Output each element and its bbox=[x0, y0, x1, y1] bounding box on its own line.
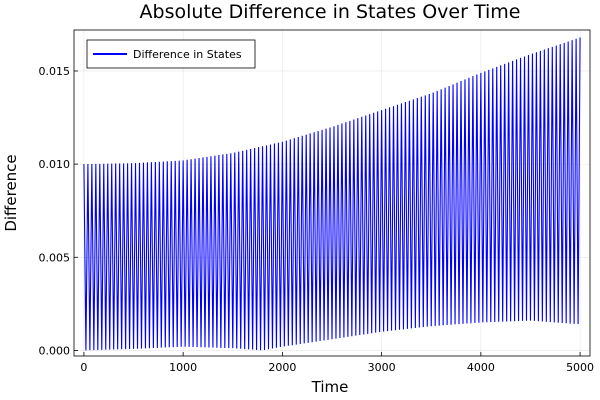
x-tick-label: 1000 bbox=[169, 361, 197, 374]
x-tick-label: 0 bbox=[80, 361, 87, 374]
chart-title: Absolute Difference in States Over Time bbox=[140, 1, 521, 23]
legend-entry-difference-in-states: Difference in States bbox=[133, 48, 242, 61]
y-tick-label: 0.015 bbox=[39, 65, 71, 78]
series-line-difference-in-states bbox=[83, 37, 581, 351]
ticks: 0 1000 2000 3000 4000 5000 0.000 0.005 0.010 0.01… bbox=[39, 65, 595, 374]
x-tick-label: 3000 bbox=[368, 361, 396, 374]
x-tick-label: 4000 bbox=[467, 361, 495, 374]
x-tick-label: 5000 bbox=[566, 361, 594, 374]
x-axis-label: Time bbox=[311, 378, 349, 396]
legend: Difference in States bbox=[86, 39, 256, 69]
y-tick-label: 0.005 bbox=[39, 251, 71, 264]
series-layer bbox=[83, 37, 581, 351]
plot-frame bbox=[73, 29, 591, 357]
x-tick-label: 2000 bbox=[268, 361, 296, 374]
y-tick-label: 0.010 bbox=[39, 158, 71, 171]
y-tick-label: 0.000 bbox=[39, 344, 71, 357]
y-axis-label: Difference bbox=[2, 154, 20, 231]
